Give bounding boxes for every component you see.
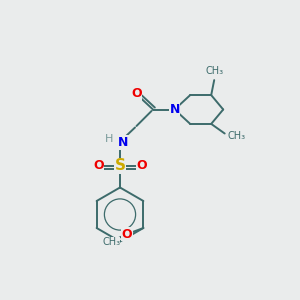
- Text: N: N: [118, 136, 128, 149]
- Text: CH₃: CH₃: [205, 67, 223, 76]
- Text: H: H: [105, 134, 114, 144]
- Text: S: S: [115, 158, 125, 173]
- Text: O: O: [93, 159, 104, 172]
- Text: CH₃: CH₃: [102, 237, 120, 248]
- Text: O: O: [131, 87, 142, 101]
- Text: O: O: [136, 159, 147, 172]
- Text: O: O: [122, 227, 132, 241]
- Text: N: N: [169, 103, 180, 116]
- Text: CH₃: CH₃: [228, 131, 246, 141]
